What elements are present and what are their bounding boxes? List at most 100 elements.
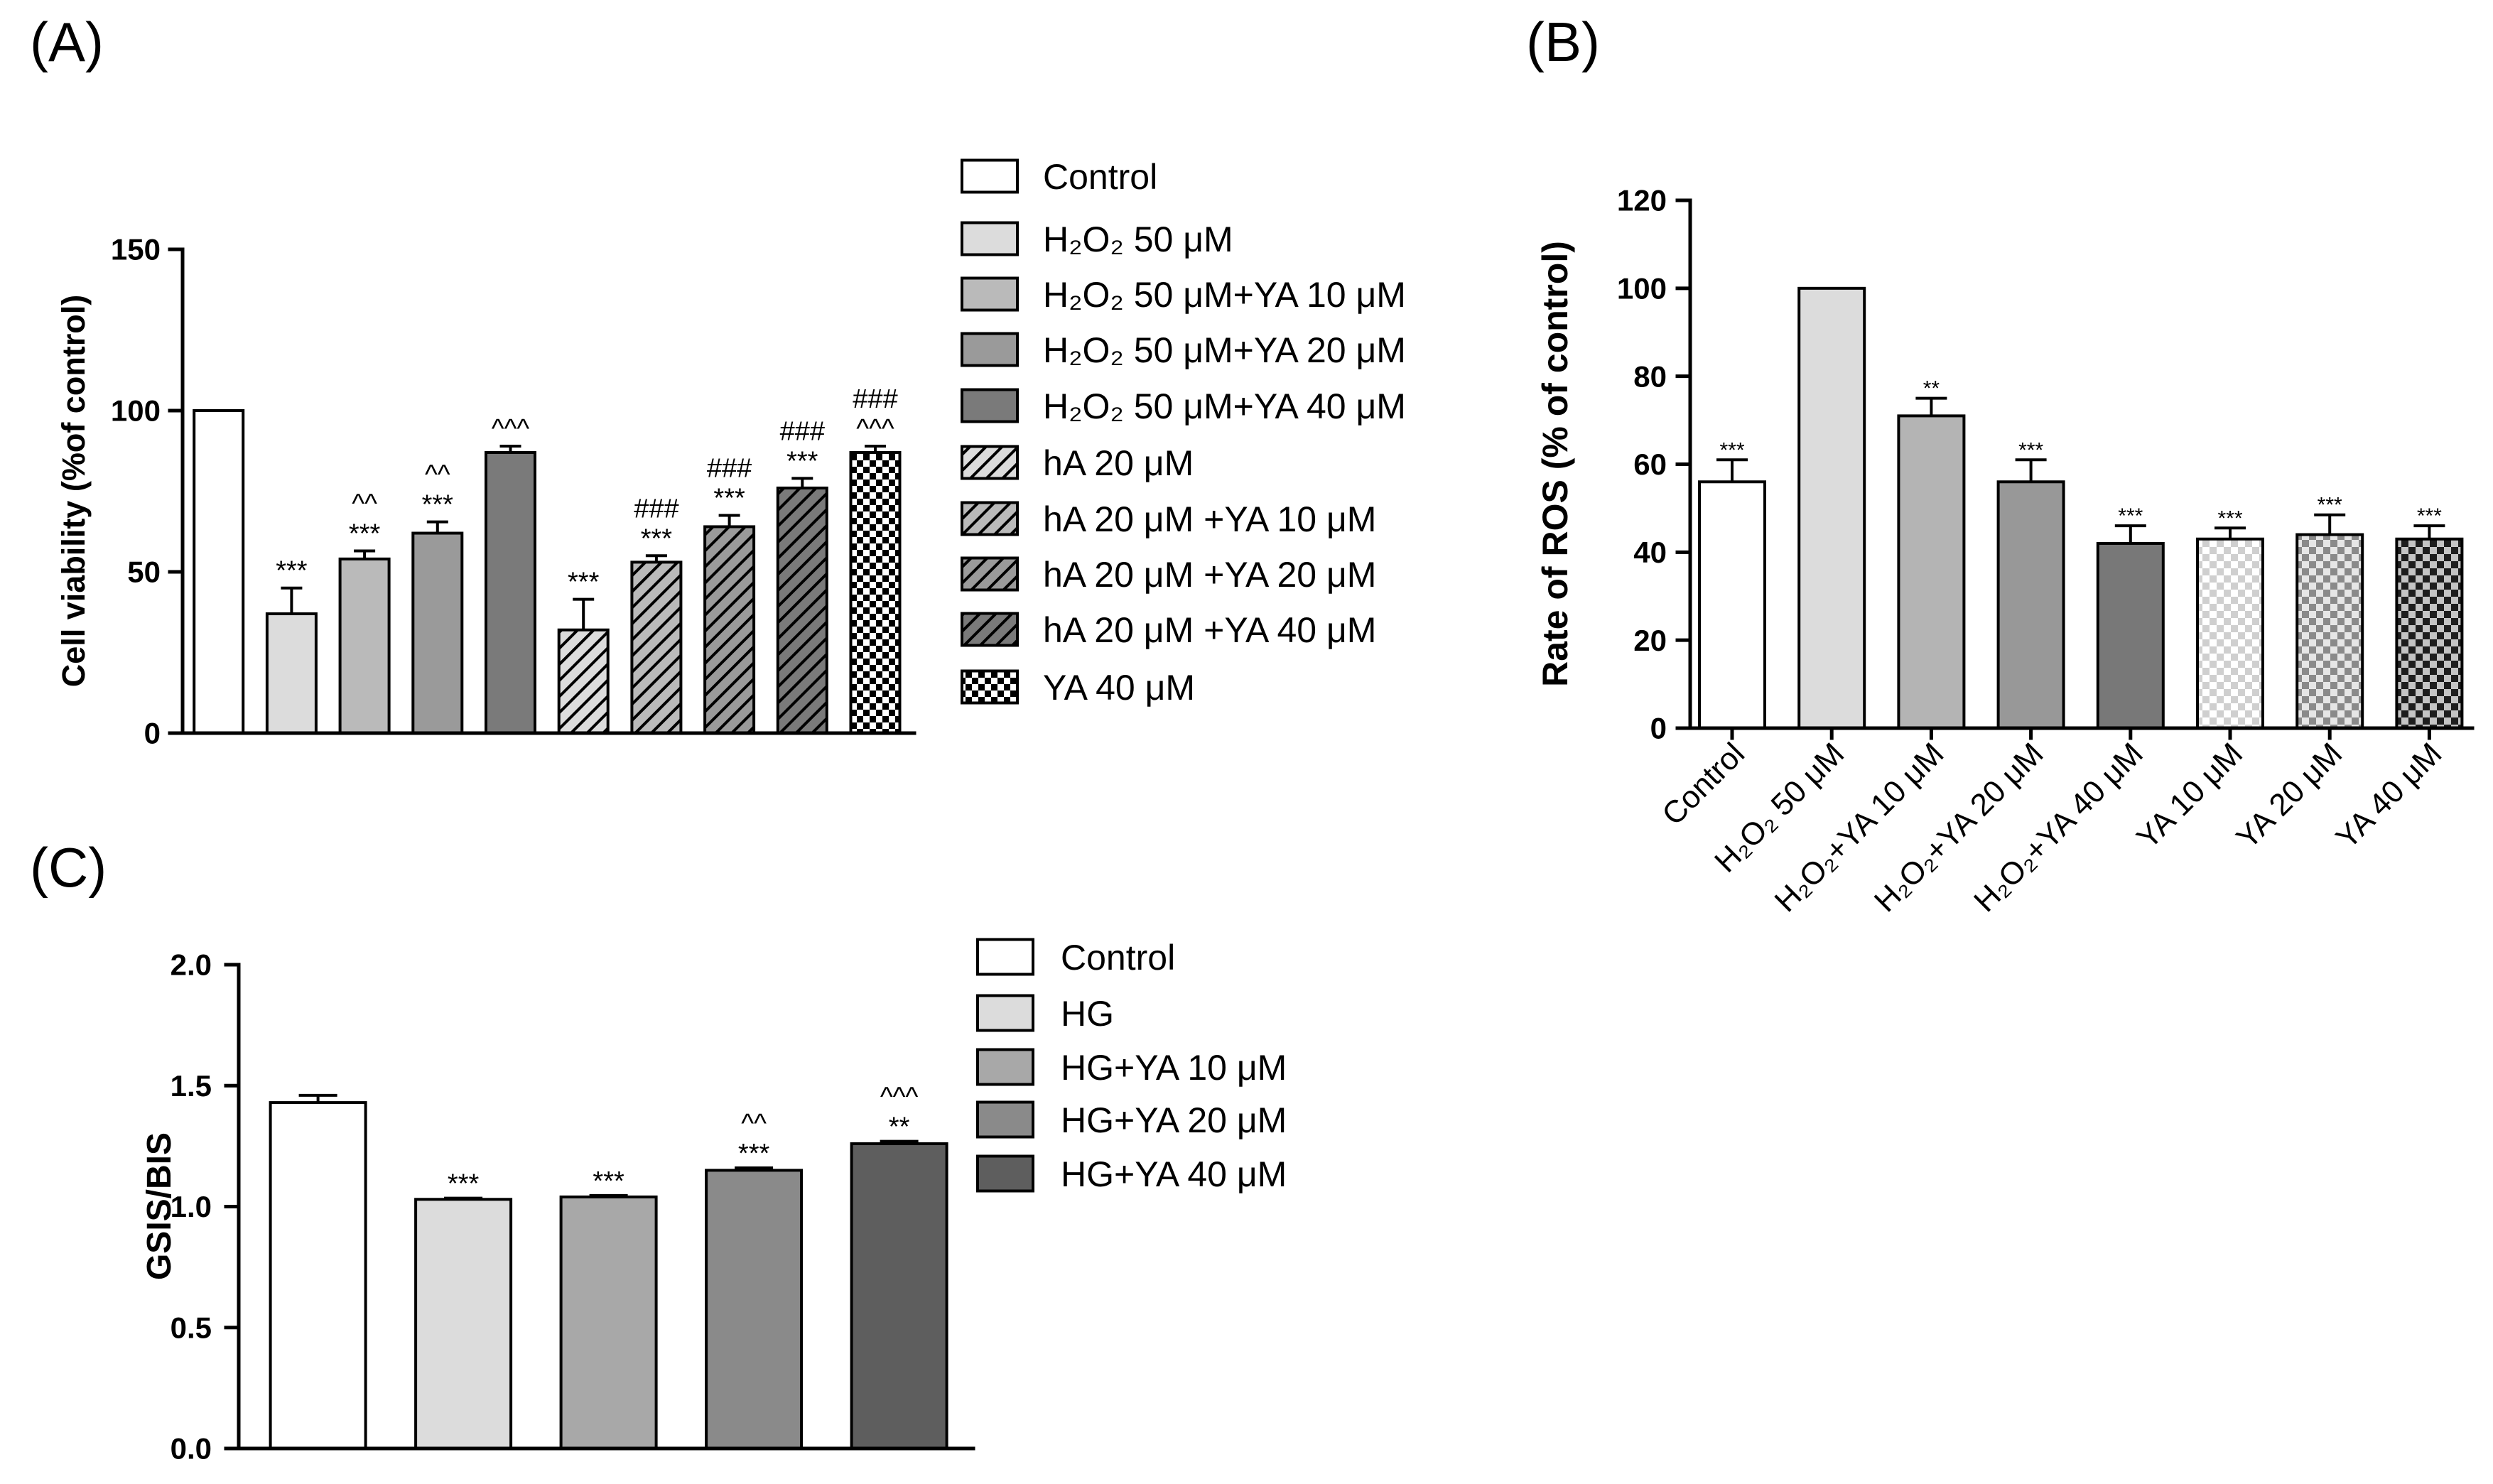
viability-y-tick-label: 0 [144,717,161,750]
gsis-y-tick-label: 2.0 [171,948,212,982]
ros-x-tick-label: YA 20 μM [2229,736,2349,855]
viability-bar [338,557,391,735]
viability-significance-label: *** [786,446,818,476]
gsis-legend-label: HG+YA 40 μM [1061,1154,1287,1194]
ros-y-tick-label: 120 [1617,184,1667,217]
gsis-significance-label: ^^ [741,1109,767,1139]
panel-c-gsis-bis-chart: (C)*** ******^^ **^^^0.00.51.01.52.0GSIS/B… [30,836,1287,1466]
ros-significance-label: ** [1923,377,1940,401]
viability-legend-label: H₂O₂ 50 μM+YA 40 μM [1043,386,1406,426]
viability-legend-label: hA 20 μM +YA 10 μM [1043,499,1376,539]
viability-significance-label: ### [780,416,825,446]
viability-legend-label: hA 20 μM +YA 20 μM [1043,555,1376,595]
ros-x-tick-label: YA 40 μM [2330,736,2449,855]
ros-x-tick-label: Control [1655,736,1751,832]
gsis-legend: Control HG HG+YA 10 μM HG+YA 20 μM HG+YA 40 … [976,938,1287,1194]
gsis-y-tick-label: 0.5 [171,1311,212,1344]
viability-significance-label: *** [641,524,673,553]
viability-significance-label: *** [568,568,600,597]
viability-legend-label: H₂O₂ 50 μM+YA 10 μM [1043,275,1406,315]
gsis-legend-swatch [976,994,1034,1032]
gsis-bar [559,1195,658,1450]
viability-legend-label: hA 20 μM +YA 40 μM [1043,610,1376,650]
viability-bar [411,531,464,735]
gsis-bar [705,1169,804,1451]
gsis-bar [850,1142,948,1450]
viability-significance-label: ^^ [352,489,377,519]
ros-y-tick-label: 100 [1617,272,1667,305]
viability-significance-label: ### [634,494,678,524]
ros-x-tick-label: YA 10 μM [2130,736,2249,855]
gsis-legend-swatch [976,1154,1034,1193]
viability-legend-swatch [961,388,1019,423]
ros-bar [2196,537,2264,730]
gsis-significance-label: *** [593,1166,624,1196]
viability-y-tick-label: 150 [111,233,161,266]
viability-significance-label: ^^^ [492,414,530,444]
gsis-legend-swatch [976,1048,1034,1086]
viability-legend-swatch [961,445,1019,480]
viability-legend-label: Control [1043,157,1157,197]
ros-significance-label: *** [1719,438,1744,462]
ros-y-axis-title: Rate of ROS (% of control) [1535,241,1575,687]
gsis-legend-swatch [976,1100,1034,1139]
gsis-y-tick-label: 1.5 [171,1069,212,1103]
viability-legend-swatch [961,332,1019,367]
viability-y-tick-label: 50 [127,556,161,589]
viability-bar [703,525,756,735]
viability-legend-label: hA 20 μM [1043,443,1194,483]
viability-legend-swatch [961,612,1019,647]
viability-legend-swatch [961,221,1019,256]
ros-x-tick-label: H₂O₂+YA 40 μM [1967,736,2150,919]
ros-significance-label: *** [2118,504,2143,528]
ros-bar [1797,286,1866,730]
viability-bar [630,560,683,735]
viability-bar [776,486,828,735]
viability-bar [485,451,536,735]
ros-y-tick-label: 80 [1633,359,1667,393]
ros-panel-label: (B) [1526,11,1600,73]
viability-significance-label: ^^^ [856,414,894,444]
viability-significance-label: *** [349,519,381,548]
viability-bar [557,628,610,735]
gsis-y-tick-label: 0.0 [171,1432,212,1466]
gsis-significance-label: *** [738,1139,770,1169]
ros-bar [1897,414,1966,730]
viability-legend-label: YA 40 μM [1043,668,1195,708]
ros-x-tick-label: H₂O₂+YA 10 μM [1768,736,1951,919]
viability-significance-label: ### [853,384,897,414]
ros-significance-label: *** [2018,438,2043,462]
ros-significance-label: *** [2318,494,2342,517]
gsis-bar [414,1198,513,1451]
gsis-significance-label: ** [889,1112,910,1142]
ros-bar [2295,533,2364,730]
viability-y-axis-title: Cell viability (%of control) [55,295,92,688]
panel-b-ros-chart: (B)*********** ****** ***020406080100120Ra… [1526,11,2475,919]
gsis-legend-label: HG [1061,994,1114,1034]
ros-significance-label: *** [2417,504,2442,528]
gsis-legend-label: Control [1061,938,1175,977]
viability-significance-label: *** [422,490,454,520]
ros-x-tick-label: H₂O₂+YA 20 μM [1868,736,2050,919]
ros-bar [2096,541,2165,730]
viability-bar [265,612,318,735]
viability-legend: Control H₂O₂ 50 μM H₂O₂ 50 μM+YA 10 μM H₂O₂… [961,157,1406,708]
ros-y-tick-label: 20 [1633,624,1667,657]
gsis-legend-swatch [976,938,1034,976]
viability-y-tick-label: 100 [111,394,161,428]
gsis-y-axis-title: GSIS/BIS [141,1132,178,1280]
ros-y-tick-label: 60 [1633,448,1667,481]
viability-legend-swatch [961,556,1019,592]
viability-legend-swatch [961,501,1019,536]
gsis-y-tick-label: 1.0 [171,1190,212,1223]
ros-bar [2395,537,2464,730]
viability-legend-swatch [961,276,1019,312]
viability-significance-label: *** [276,556,308,586]
gsis-significance-label: *** [448,1169,480,1199]
gsis-significance-label: ^^^ [880,1083,919,1112]
viability-legend-swatch [961,669,1019,705]
viability-significance-label: ^^ [425,460,450,490]
viability-significance-label: ### [707,454,752,484]
ros-y-tick-label: 0 [1650,712,1667,745]
